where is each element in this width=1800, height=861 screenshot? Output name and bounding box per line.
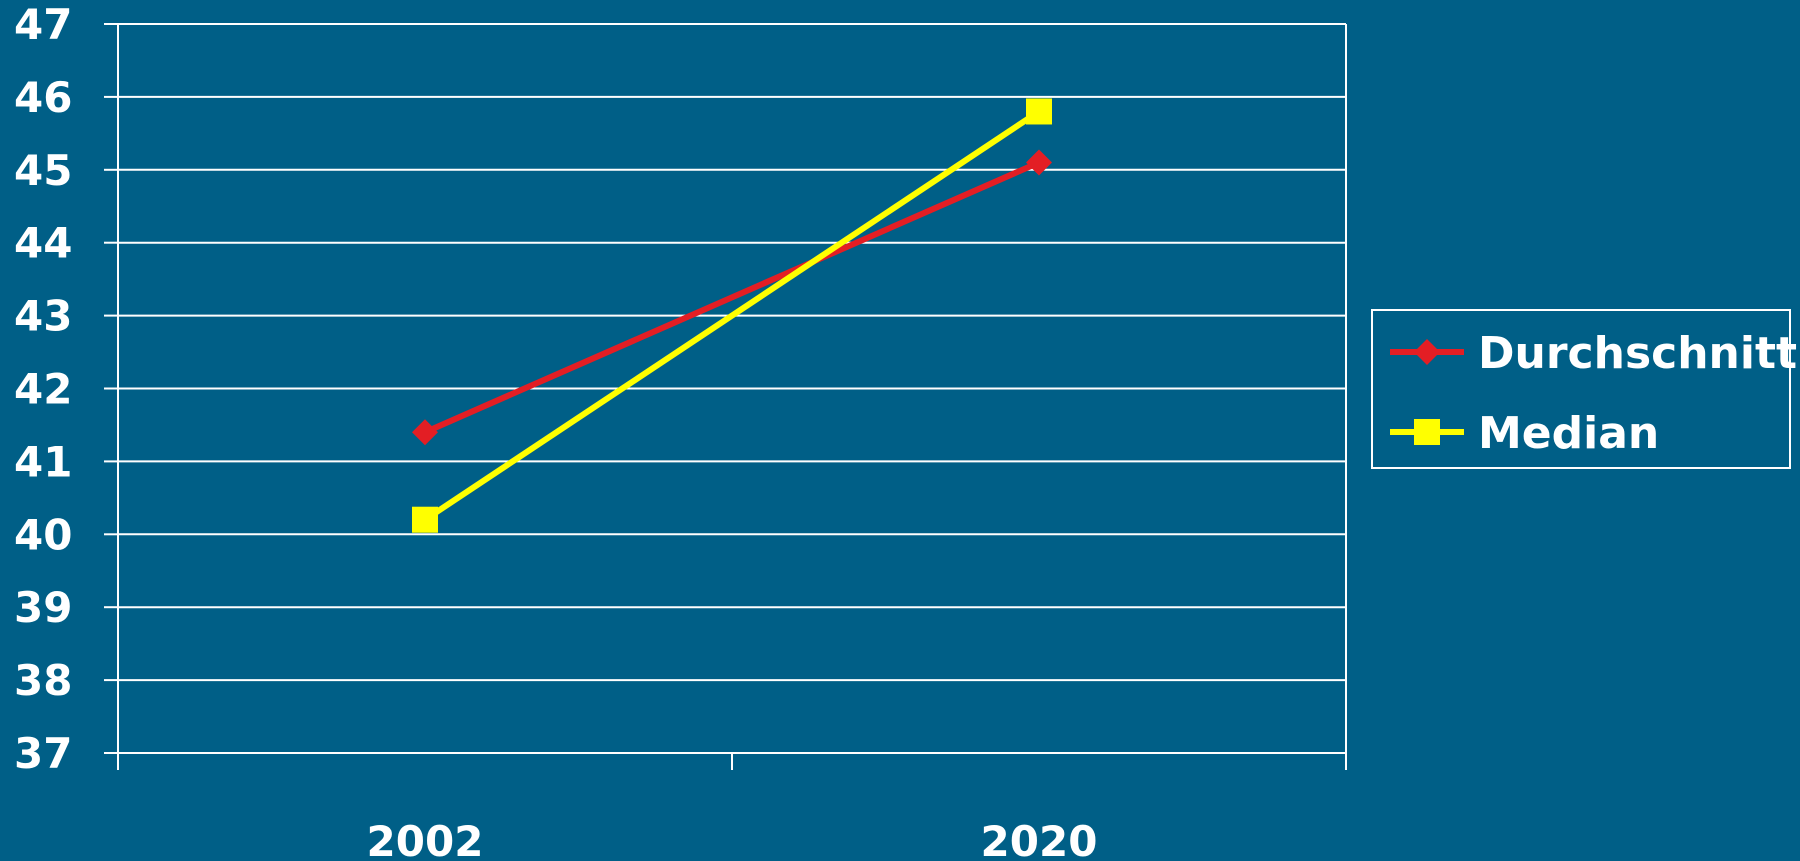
x-tick-label: 2020: [981, 817, 1098, 861]
y-tick-label: 43: [14, 292, 72, 341]
y-tick-label: 38: [14, 656, 72, 705]
y-tick-labels: 37 38 39 40 41 42 43 44 45 46 47: [14, 0, 72, 778]
legend-label-durchschnitt: Durchschnitt: [1478, 328, 1797, 379]
y-tick-label: 39: [14, 583, 72, 632]
x-tick-labels: 2002 2020: [367, 817, 1098, 861]
y-tick-label: 41: [14, 437, 72, 486]
axes: [104, 23, 1347, 770]
series-line-median: [423, 108, 1041, 523]
y-tick-label: 37: [14, 729, 72, 778]
y-tick-label: 47: [14, 0, 72, 49]
data-point-durchschnitt: [1026, 149, 1052, 176]
x-tick-label: 2002: [367, 817, 484, 861]
y-tick-label: 40: [14, 510, 72, 559]
y-tick-label: 44: [14, 219, 72, 268]
data-point-median: [412, 506, 438, 533]
gridlines: [118, 23, 1346, 754]
legend-marker-durchschnitt: [1414, 339, 1440, 365]
y-tick-label: 46: [14, 73, 72, 122]
y-tick-label: 45: [14, 146, 72, 195]
legend-box: [1371, 309, 1791, 469]
series-lines: [412, 98, 1052, 533]
y-tick-label: 42: [14, 365, 72, 414]
legend: Durchschnitt Median: [1371, 309, 1797, 469]
legend-label-median: Median: [1478, 408, 1659, 459]
series-line-durchschnitt: [423, 159, 1041, 435]
data-point-durchschnitt: [412, 419, 438, 446]
data-point-median: [1026, 98, 1052, 125]
legend-marker-median: [1414, 419, 1440, 445]
